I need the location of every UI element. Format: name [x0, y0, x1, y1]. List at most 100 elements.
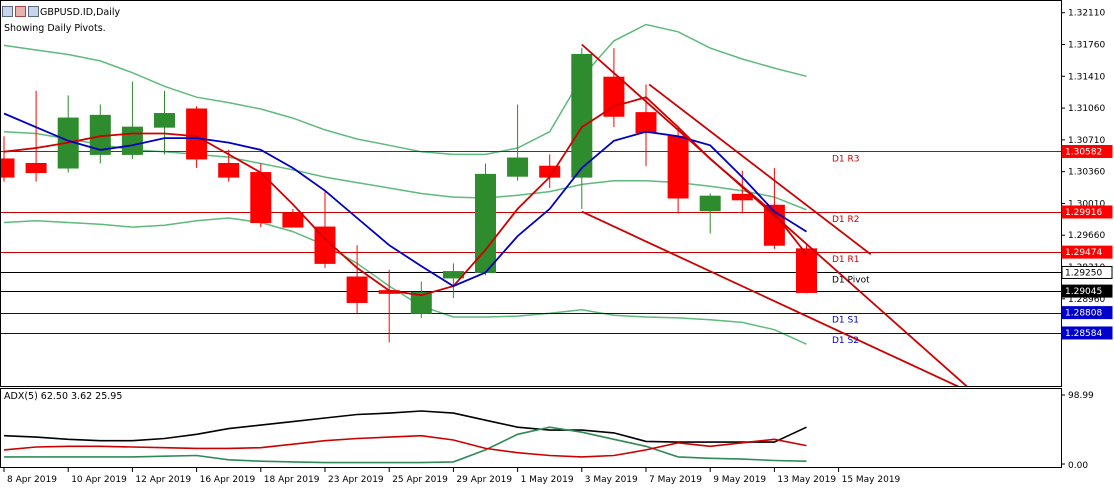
- adx-scale-top: 98.99: [1068, 391, 1094, 401]
- pivot-label: D1 R2: [832, 215, 860, 225]
- price-tick-label: 1.31060: [1068, 104, 1105, 114]
- candle: [796, 245, 817, 294]
- candle: [89, 104, 111, 164]
- adx-series-line: [4, 426, 807, 464]
- time-tick-label: 13 May 2019: [777, 475, 836, 485]
- adx-series-line: [3, 434, 807, 458]
- price-tag: [1061, 144, 1113, 158]
- candle-body: [410, 291, 432, 314]
- window-icons[interactable]: [2, 6, 39, 17]
- pivot-label: D1 R3: [832, 154, 860, 164]
- time-tick-label: 25 Apr 2019: [392, 475, 448, 485]
- candle-body: [154, 113, 175, 128]
- price-tick-label: 1.31760: [1068, 41, 1105, 51]
- candle-body: [1, 158, 15, 178]
- candle: [507, 104, 529, 181]
- candle: [154, 90, 175, 155]
- candle-body: [218, 162, 240, 178]
- price-tag-label: 1.28584: [1065, 329, 1102, 339]
- price-tick-label: 1.30710: [1068, 136, 1105, 146]
- adx-series-line: [3, 410, 807, 443]
- pivot-label: D1 S1: [832, 316, 859, 326]
- time-tick-label: 16 Apr 2019: [200, 475, 256, 485]
- pivot-subtitle: Showing Daily Pivots.: [4, 23, 106, 34]
- time-tick-label: 3 May 2019: [585, 475, 638, 485]
- candle-body: [571, 53, 593, 178]
- price-tag-label: 1.29250: [1065, 268, 1102, 278]
- time-tick-label: 8 Apr 2019: [7, 475, 57, 485]
- candle-body: [699, 195, 721, 212]
- price-tag-label: 1.28808: [1065, 309, 1102, 319]
- candle-body: [121, 126, 143, 155]
- envelope-lower-line: [3, 217, 807, 345]
- candle: [475, 163, 496, 276]
- price-tick-label: 1.29660: [1068, 231, 1105, 241]
- price-tag: [1061, 205, 1113, 219]
- time-tick-label: 18 Apr 2019: [264, 475, 320, 485]
- candle-body: [603, 76, 625, 117]
- candle-body: [667, 135, 689, 199]
- candle-body: [314, 226, 336, 264]
- trendline: [648, 83, 872, 256]
- price-tick-label: 1.28960: [1068, 295, 1105, 305]
- pivot-label: D1 Pivot: [832, 275, 870, 285]
- adx-panel-frame: [0, 388, 1062, 468]
- chart-window-icon[interactable]: [15, 6, 26, 17]
- candle: [1, 136, 15, 182]
- candle: [121, 81, 143, 159]
- moving-average-slow-line: [3, 112, 807, 288]
- price-tick-label: 1.30360: [1068, 168, 1105, 178]
- time-tick-label: 15 May 2019: [842, 475, 901, 485]
- price-tag-label: 1.30582: [1065, 147, 1102, 157]
- pivot-label: D1 R1: [832, 255, 860, 265]
- price-tag: [1061, 265, 1113, 279]
- time-tick-label: 23 Apr 2019: [328, 475, 384, 485]
- pivot-label: D1 S2: [832, 336, 859, 346]
- time-tick-label: 10 Apr 2019: [71, 475, 127, 485]
- candle: [603, 48, 625, 128]
- main-plot-area: [1, 23, 1061, 386]
- envelope-upper-line: [3, 23, 807, 156]
- price-tag: [1061, 306, 1113, 320]
- time-tick-label: 9 May 2019: [713, 475, 766, 485]
- candle: [57, 95, 79, 173]
- time-tick-label: 1 May 2019: [521, 475, 574, 485]
- main-chart-frame: [0, 0, 1062, 387]
- candle: [442, 263, 464, 298]
- candle-body: [282, 212, 304, 228]
- moving-average-fast-line: [3, 96, 808, 297]
- symbol-title: GBPUSD.ID,Daily: [40, 7, 121, 18]
- price-tag: [1061, 245, 1113, 259]
- candle: [346, 245, 368, 314]
- candle-body: [635, 112, 657, 134]
- candle: [410, 281, 432, 318]
- candle-body: [186, 108, 208, 160]
- chart-window-icon[interactable]: [28, 6, 39, 17]
- trendline: [581, 43, 968, 386]
- candle-body: [25, 162, 47, 174]
- candle: [699, 193, 721, 234]
- candle-body: [796, 248, 817, 293]
- time-tick-label: 7 May 2019: [649, 475, 702, 485]
- candle: [314, 190, 336, 268]
- candle: [667, 127, 689, 214]
- price-tag: [1061, 326, 1113, 340]
- chart-window-icon[interactable]: [2, 6, 13, 17]
- trendline: [581, 210, 960, 386]
- price-tag-label: 1.29045: [1065, 287, 1102, 297]
- price-tag-label: 1.29474: [1065, 248, 1102, 258]
- adx-plot-area: [3, 410, 807, 464]
- candle-body: [507, 157, 529, 177]
- candle-body: [731, 193, 753, 201]
- candle-body: [346, 276, 368, 303]
- adx-indicator-label: ADX(5) 62.50 3.62 25.95: [4, 391, 123, 402]
- time-tick-label: 12 Apr 2019: [135, 475, 191, 485]
- time-tick-label: 29 Apr 2019: [456, 475, 512, 485]
- adx-scale-bottom: 0.00: [1068, 461, 1088, 471]
- price-tick-label: 1.30010: [1068, 199, 1105, 209]
- price-tag: [1061, 284, 1113, 298]
- price-tick-label: 1.32110: [1068, 9, 1105, 19]
- candle: [282, 208, 304, 228]
- price-tag-label: 1.29916: [1065, 208, 1102, 218]
